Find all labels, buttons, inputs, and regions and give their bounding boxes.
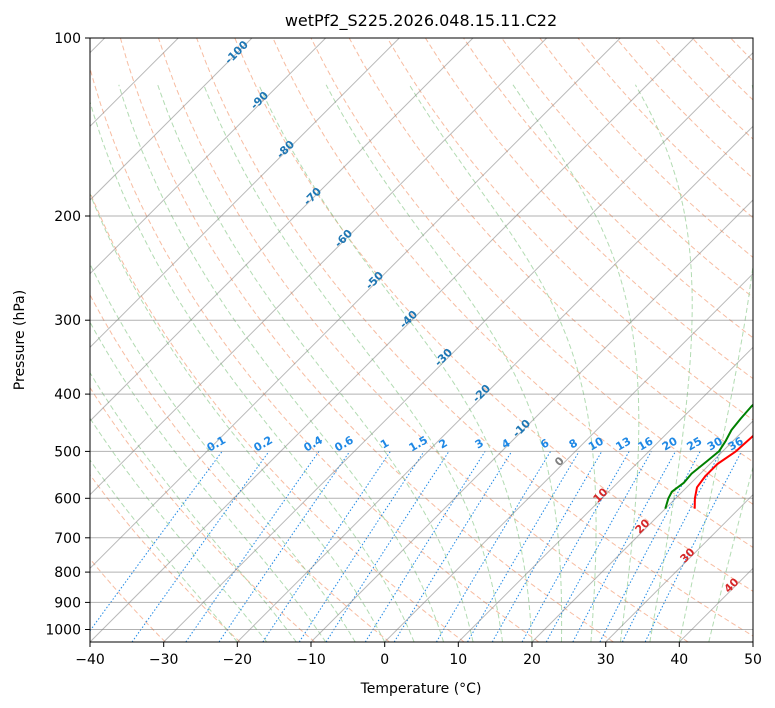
isotherm-line (236, 125, 753, 642)
dry-adiabat-line (90, 558, 166, 642)
y-tick-label: 800 (54, 565, 81, 581)
y-tick-label: 100 (54, 31, 81, 47)
isotherm-line (90, 38, 548, 496)
x-tick-label: 10 (449, 652, 467, 668)
dry-adiabat-line (90, 473, 241, 642)
mixing-ratio-line (393, 451, 513, 642)
mixing-ratio-line (185, 451, 320, 642)
isotherm-line (90, 38, 400, 349)
y-axis: 100 200 300 400 500 600 700 800 900 1000 (45, 31, 90, 639)
mixing-ratio-line (131, 451, 270, 642)
moist-adiabat-line (90, 459, 238, 642)
mixing-ratio-line (435, 451, 552, 642)
moist-adiabat-line (325, 84, 563, 642)
mixing-ratio-line (599, 451, 701, 642)
y-tick-label: 200 (54, 209, 81, 225)
grid-lines (90, 38, 753, 642)
x-tick-label: 20 (523, 652, 541, 668)
dry-adiabat-line (234, 38, 753, 592)
y-tick-label: 400 (54, 387, 81, 403)
moist-adiabat-line (157, 84, 474, 642)
y-tick-label: 700 (54, 531, 81, 547)
temperature-profile-line (693, 434, 753, 509)
moist-adiabat-line (634, 84, 693, 642)
moist-adiabat-line (258, 84, 533, 642)
y-tick-label: 600 (54, 491, 81, 507)
y-tick-label: 500 (54, 444, 81, 460)
dry-adiabat-line (119, 38, 614, 642)
isotherm-line (90, 38, 695, 642)
mixing-ratio-line (521, 451, 630, 642)
isotherm-line (90, 38, 253, 201)
moist-adiabat-line (678, 84, 753, 642)
isotherm-line (384, 272, 753, 642)
mixing-ratio-line (364, 451, 486, 642)
moist-adiabat-line (90, 262, 356, 642)
dry-adiabat-line (90, 191, 465, 642)
isotherm-line (531, 420, 753, 642)
moist-adiabat-line (90, 417, 268, 642)
x-tick-label: −20 (223, 652, 253, 668)
y-tick-label: 1000 (45, 623, 81, 639)
isotherm-line (163, 51, 753, 642)
dry-adiabat-line (348, 38, 753, 463)
y-axis-label: Pressure (hPa) (12, 290, 28, 390)
mixing-ratio-line (218, 451, 351, 642)
background-lines (90, 38, 753, 642)
isotherm-line (90, 38, 621, 570)
plot-frame (89, 37, 754, 643)
dry-adiabat-line (272, 38, 753, 548)
chart-title: wetPf2_S225.2026.048.15.11.C22 (285, 11, 557, 31)
isotherm-line (90, 38, 474, 422)
y-tick-label: 300 (54, 313, 81, 329)
y-tick-label: 900 (54, 595, 81, 611)
mixing-ratio-line (90, 451, 223, 632)
dry-adiabat-line (463, 38, 753, 339)
profile-lines (664, 403, 753, 509)
moist-adiabat-line (90, 321, 327, 642)
x-tick-label: 0 (380, 652, 389, 668)
x-tick-label: 40 (670, 652, 688, 668)
moist-adiabat-line (512, 84, 640, 642)
mixing-ratio-line (262, 451, 391, 642)
mixing-ratio-line (644, 451, 742, 642)
x-tick-label: 30 (597, 652, 615, 668)
mixing-ratio-line (298, 451, 425, 642)
x-axis-label: Temperature (°C) (360, 681, 482, 697)
isotherm-line (605, 493, 753, 642)
x-tick-label: −40 (75, 652, 105, 668)
isotherm-line (310, 199, 753, 642)
moist-adiabat-line (203, 84, 503, 642)
mixing-ratio-line (545, 451, 652, 642)
dewpoint-profile-line (664, 403, 753, 509)
x-tick-label: −30 (149, 652, 179, 668)
isotherm-line (90, 38, 327, 275)
dry-adiabat-line (158, 38, 689, 642)
moist-adiabat-line (118, 84, 445, 642)
moist-adiabat-line (90, 100, 415, 642)
dry-adiabat-line (90, 386, 316, 642)
x-tick-label: −10 (296, 652, 326, 668)
moist-adiabat-line (90, 371, 297, 642)
mixing-ratio-line (325, 451, 450, 642)
isotherm-line (457, 346, 753, 642)
moist-adiabat-line (708, 465, 753, 642)
dry-adiabat-line (90, 66, 540, 642)
x-axis: −40 −30 −20 −10 0 10 20 30 40 50 (75, 642, 762, 668)
x-tick-label: 50 (744, 652, 762, 668)
mixing-ratio-line (572, 451, 676, 642)
dry-adiabat-line (90, 293, 390, 642)
mixing-ratio-line (621, 451, 722, 642)
dry-adiabat-line (424, 38, 753, 380)
